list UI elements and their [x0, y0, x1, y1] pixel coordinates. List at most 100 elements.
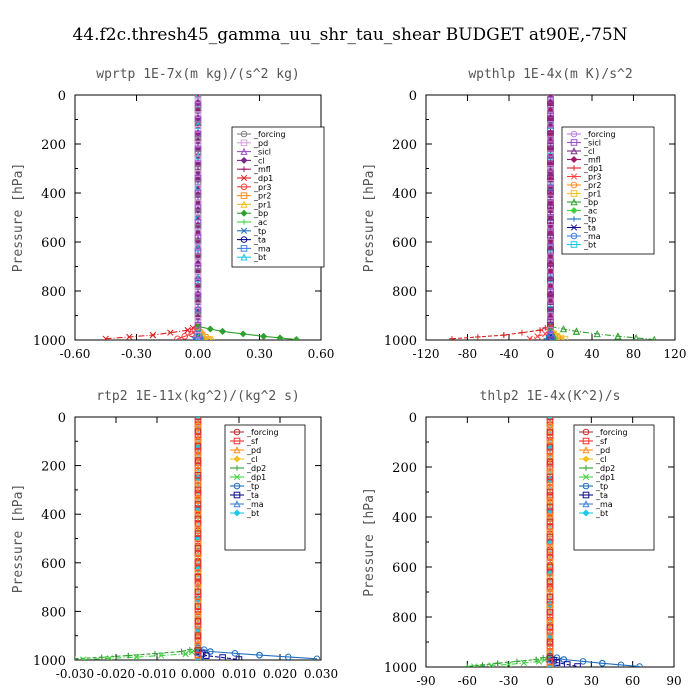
- profile-marker: [194, 273, 202, 280]
- series-marker_dp1: [167, 329, 174, 336]
- profile-marker: [546, 493, 554, 501]
- profile-marker: [194, 423, 202, 431]
- legend-label: _pr2: [253, 192, 271, 201]
- profile-marker: [547, 184, 554, 192]
- series-marker_mfl: [546, 191, 555, 199]
- profile-marker: [194, 322, 202, 329]
- profile-marker: [194, 549, 202, 557]
- profile-marker: [547, 214, 554, 221]
- series-marker_mfl: [195, 191, 201, 198]
- profile-marker: [546, 593, 554, 601]
- panel-title: wpthlp 1E-4x(m K)/s^2: [468, 67, 632, 82]
- series-marker_pd: [546, 514, 554, 522]
- x-tick-label: -0.030: [56, 667, 94, 681]
- series-marker_bp: [219, 327, 227, 335]
- series-marker_dp1: [182, 650, 189, 658]
- x-tick-label: 0.000: [181, 667, 215, 681]
- series-marker_bp: [194, 323, 202, 331]
- profile-marker: [546, 638, 554, 646]
- profile-marker: [194, 535, 202, 542]
- profile-marker: [194, 656, 202, 660]
- profile-marker: [194, 336, 202, 340]
- legend-marker: [233, 455, 241, 463]
- legend-marker: [571, 165, 577, 171]
- profile-marker: [546, 548, 554, 556]
- profile-marker: [194, 588, 202, 596]
- profile-marker: [547, 175, 554, 182]
- series-marker_mfl: [546, 229, 555, 237]
- series-marker_dp2: [98, 654, 105, 660]
- series-marker_dp1: [126, 333, 133, 340]
- profile-marker: [194, 312, 202, 319]
- y-tick-label: 800: [41, 605, 66, 620]
- legend-label: _mfl: [253, 165, 271, 174]
- profile-marker: [194, 209, 202, 216]
- profile-marker: [194, 637, 202, 644]
- series-marker_tp: [599, 659, 606, 667]
- series-marker_ta: [235, 656, 243, 660]
- legend-label: _cl: [246, 455, 258, 464]
- y-tick-label: 0: [409, 411, 417, 426]
- profile-marker: [194, 564, 202, 571]
- profile-marker: [546, 578, 554, 586]
- legend-marker: [233, 437, 241, 445]
- legend-marker: [240, 200, 248, 208]
- series-marker_pd: [546, 639, 554, 647]
- legend-label: _dp1: [246, 473, 266, 482]
- series-marker_pd: [546, 553, 554, 561]
- series-marker_bp: [652, 335, 657, 340]
- series-marker_pr1: [205, 333, 212, 340]
- profile-marker: [546, 648, 554, 656]
- profile-marker: [547, 312, 554, 319]
- legend-marker: [240, 174, 248, 182]
- legend-label: _sicl: [583, 139, 601, 148]
- series-marker_mfl: [546, 106, 555, 114]
- legend-marker: [570, 206, 578, 215]
- x-tick-label: 60: [625, 674, 640, 688]
- profile-marker: [547, 179, 554, 187]
- profile-marker: [194, 418, 202, 426]
- figure-title: 44.f2c.thresh45_gamma_uu_shr_tau_shear B…: [72, 25, 627, 45]
- x-tick-label: -60: [458, 674, 477, 688]
- profile-marker: [546, 608, 554, 616]
- profile-marker: [546, 658, 554, 666]
- x-tick-label: 0.020: [263, 667, 297, 681]
- y-tick-label: 200: [392, 138, 417, 153]
- legend: _forcing_sf_pd_cl_dp2_dp1_tp_ta_ma_bt: [573, 424, 655, 551]
- profile-marker: [546, 498, 554, 506]
- profile-marker: [546, 428, 554, 436]
- legend-marker: [240, 183, 248, 191]
- profile-marker: [194, 442, 202, 450]
- series-marker_bp: [292, 336, 300, 340]
- legend-box: [573, 424, 655, 551]
- x-tick-label: 0.030: [304, 667, 338, 681]
- series-marker_mfl: [546, 313, 555, 321]
- legend-label: _tp: [583, 215, 596, 224]
- profile-marker: [547, 302, 554, 309]
- y-tick-label: 1000: [384, 334, 417, 349]
- profile-marker: [547, 130, 554, 138]
- legend-label: _cl: [583, 147, 595, 156]
- legend-marker: [241, 166, 247, 172]
- profile-marker: [546, 508, 554, 516]
- chart-panel-1: wprtp 1E-7x(m kg)/(s^2 kg) Pressure [hPa]…: [11, 67, 334, 361]
- profile-marker: [547, 282, 554, 290]
- legend-marker: [233, 473, 241, 481]
- profile-marker: [194, 544, 202, 552]
- legend-marker: [570, 130, 578, 138]
- legend-label: _ac: [253, 218, 267, 227]
- legend-marker: [582, 455, 590, 463]
- legend: _forcing_sf_pd_cl_dp2_dp1_tp_ta_ma_bt: [224, 424, 306, 551]
- legend-marker: [240, 156, 248, 164]
- series-marker_pd: [194, 633, 202, 641]
- profile-marker: [547, 248, 554, 256]
- y-tick-label: 400: [392, 187, 417, 202]
- y-tick-label: 1000: [384, 661, 417, 676]
- x-tick-label: 90: [666, 674, 681, 688]
- legend-marker: [582, 482, 590, 490]
- series-group: [449, 95, 657, 340]
- profile-marker: [546, 458, 554, 466]
- legend-marker: [582, 428, 590, 436]
- profile-marker: [194, 282, 202, 290]
- profile-marker: [546, 528, 554, 536]
